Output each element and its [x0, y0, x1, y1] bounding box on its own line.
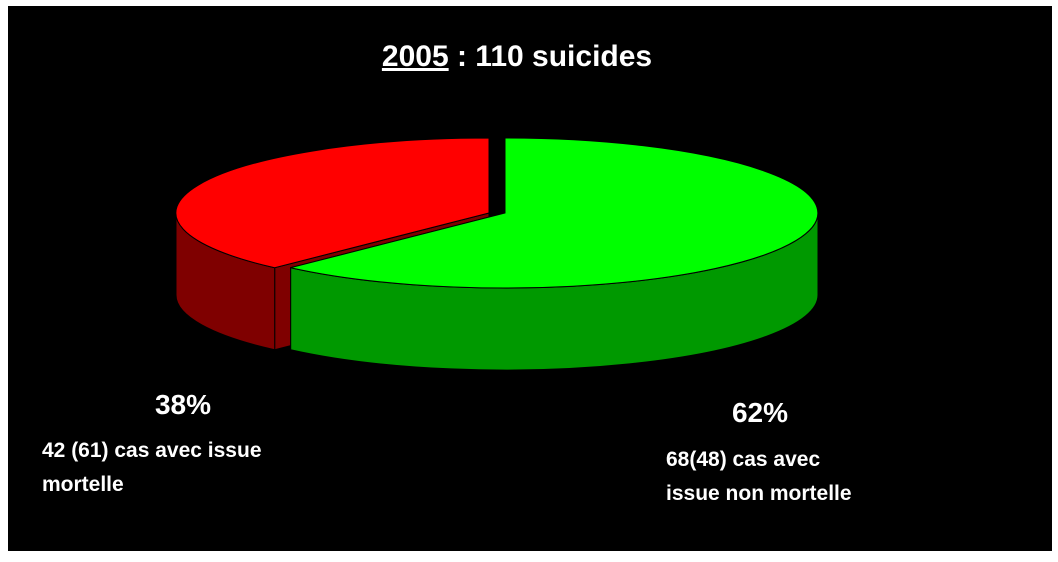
slice-1-description-line-1: 42 (61) cas avec issue [42, 439, 262, 462]
pie-chart: 2005 : 110 suicides 38% 42 (61) cas avec… [42, 40, 852, 505]
slice-2-description-line-2: issue non mortelle [666, 482, 852, 505]
chart-title-rest: : 110 suicides [449, 40, 652, 73]
chart-title: 2005 : 110 suicides [382, 40, 652, 73]
pie-slice-2-top [290, 137, 819, 289]
pie-slice-1-top [175, 137, 490, 269]
pie-slices [175, 137, 819, 371]
slice-1-percent-label: 38% [155, 389, 211, 420]
pie-slice-2 [290, 137, 819, 371]
slice-2-description-line-1: 68(48) cas avec [666, 448, 820, 471]
slice-1-description-line-2: mortelle [42, 473, 124, 496]
slice-2-percent-label: 62% [732, 397, 788, 428]
chart-panel: 2005 : 110 suicides 38% 42 (61) cas avec… [8, 6, 1052, 551]
chart-title-year: 2005 [382, 40, 449, 73]
